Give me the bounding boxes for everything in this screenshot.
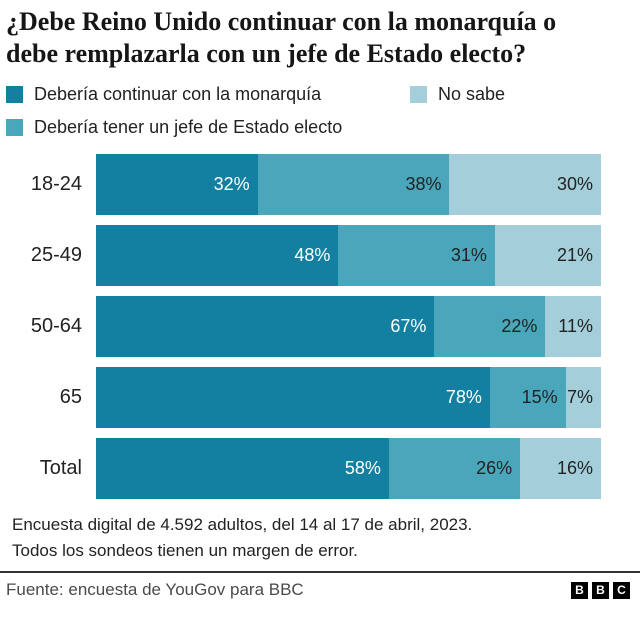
segment-value-label: 16%	[556, 458, 593, 478]
bar-segment: 48%	[96, 225, 339, 286]
segment-value-label: 78%	[445, 387, 482, 407]
stacked-bar: 48% 31% 21%	[96, 225, 601, 286]
bar-segment: 38%	[257, 154, 450, 215]
legend-label: Debería continuar con la monarquía	[34, 84, 322, 104]
source-attribution: Fuente: encuesta de YouGov para BBC	[6, 580, 304, 599]
category-label: 65	[59, 386, 82, 408]
bar-segment: 32%	[96, 154, 258, 215]
segment-value-label: 26%	[476, 458, 513, 478]
bar-segment: 26%	[388, 438, 521, 499]
bar-segment: 7%	[565, 367, 601, 428]
segment-value-label: 32%	[213, 174, 250, 194]
stacked-bar: 32% 38% 30%	[96, 154, 601, 215]
legend-swatch-icon	[6, 119, 23, 136]
stacked-bar: 78% 15% 7%	[96, 367, 601, 428]
bar-segment: 15%	[489, 367, 566, 428]
bar-segment: 31%	[338, 225, 495, 286]
category-label: 25-49	[30, 244, 82, 266]
segment-value-label: 7%	[566, 387, 593, 407]
legend-item: No sabe	[410, 84, 640, 105]
segment-value-label: 21%	[556, 245, 593, 265]
page-title: ¿Debe Reino Unido continuar con la monar…	[6, 7, 557, 68]
chart-legend: Debería continuar con la monarquía No sab…	[6, 84, 640, 138]
segment-value-label: 11%	[558, 316, 593, 336]
category-label: 50-64	[30, 315, 82, 337]
bar-segment: 67%	[96, 296, 435, 357]
stacked-bar: 67% 22% 11%	[96, 296, 601, 357]
category-label: 18-24	[30, 173, 82, 195]
legend-item: Debería tener un jefe de Estado electo	[6, 117, 410, 138]
bar-segment: 58%	[96, 438, 389, 499]
stacked-bar-chart: 18-24 32% 38% 30% 25-49 48% 31% 21% 50-64 67% 22% 1…	[6, 154, 601, 499]
chart-row-18-24: 18-24 32% 38% 30%	[6, 154, 601, 215]
category-label: Total	[39, 457, 82, 479]
legend-swatch-icon	[6, 86, 23, 103]
segment-value-label: 38%	[405, 174, 442, 194]
segment-value-label: 31%	[450, 245, 487, 265]
footer-divider	[0, 571, 640, 573]
legend-swatch-icon	[410, 86, 427, 103]
bbc-logo-letter: B	[571, 581, 588, 599]
chart-row-total: Total 58% 26% 16%	[6, 438, 601, 499]
chart-row-50-64: 50-64 67% 22% 11%	[6, 296, 601, 357]
chart-page: ¿Debe Reino Unido continuar con la monar…	[6, 7, 640, 564]
bar-segment: 78%	[96, 367, 490, 428]
segment-value-label: 15%	[521, 387, 558, 407]
footnote-line-2: Todos los sondeos tienen un margen de er…	[12, 541, 358, 560]
segment-value-label: 30%	[556, 174, 593, 194]
chart-row-65: 65 78% 15% 7%	[6, 367, 601, 428]
chart-row-25-49: 25-49 48% 31% 21%	[6, 225, 601, 286]
footnote-line-1: Encuesta digital de 4.592 adultos, del 1…	[12, 515, 473, 534]
segment-value-label: 22%	[501, 316, 538, 336]
legend-item: Debería continuar con la monarquía	[6, 84, 410, 105]
bar-segment: 21%	[494, 225, 601, 286]
bar-segment: 22%	[434, 296, 546, 357]
segment-value-label: 48%	[294, 245, 331, 265]
bbc-logo-letter: B	[592, 581, 609, 599]
bar-segment: 16%	[520, 438, 601, 499]
segment-value-label: 58%	[344, 458, 381, 478]
bar-segment: 11%	[545, 296, 601, 357]
stacked-bar: 58% 26% 16%	[96, 438, 601, 499]
bbc-logo-letter: C	[613, 581, 630, 599]
legend-label: Debería tener un jefe de Estado electo	[34, 117, 343, 137]
legend-label: No sabe	[438, 84, 506, 104]
chart-footnote: Encuesta digital de 4.592 adultos, del 1…	[12, 512, 640, 564]
bar-segment: 30%	[449, 154, 601, 215]
segment-value-label: 67%	[390, 316, 427, 336]
